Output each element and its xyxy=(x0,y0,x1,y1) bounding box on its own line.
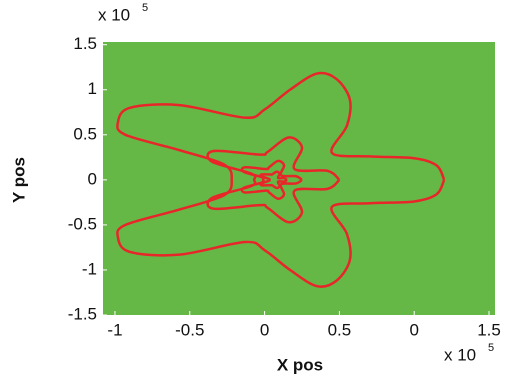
x-tick-label: 0 xyxy=(260,320,269,339)
y-tick-label: 1 xyxy=(88,79,97,98)
y-tick-label: 0.5 xyxy=(73,124,97,143)
x-exponent-base: x 10 xyxy=(444,345,476,364)
y-tick-label: -0.5 xyxy=(68,214,97,233)
y-tick-label: -1 xyxy=(82,259,97,278)
x-tick-label: -0.5 xyxy=(175,320,204,339)
x-exponent-power: 5 xyxy=(488,342,494,354)
y-tick-label: -1.5 xyxy=(68,304,97,323)
curve xyxy=(206,136,341,224)
x-tick-label: 1.5 xyxy=(477,320,501,339)
curve xyxy=(240,159,303,201)
y-tick-label: 1.5 xyxy=(73,34,97,53)
y-axis-label: Y pos xyxy=(9,157,28,203)
x-tick-label: -1 xyxy=(107,320,122,339)
x-tick-label: 0 xyxy=(409,320,418,339)
curve xyxy=(116,71,446,288)
y-tick-label: 0 xyxy=(88,169,97,188)
y-exponent-base: x 10 xyxy=(98,5,130,24)
y-exponent-power: 5 xyxy=(142,2,148,14)
x-tick-label: 0.5 xyxy=(328,320,352,339)
x-axis-label: X pos xyxy=(277,355,323,374)
curve xyxy=(259,170,288,190)
